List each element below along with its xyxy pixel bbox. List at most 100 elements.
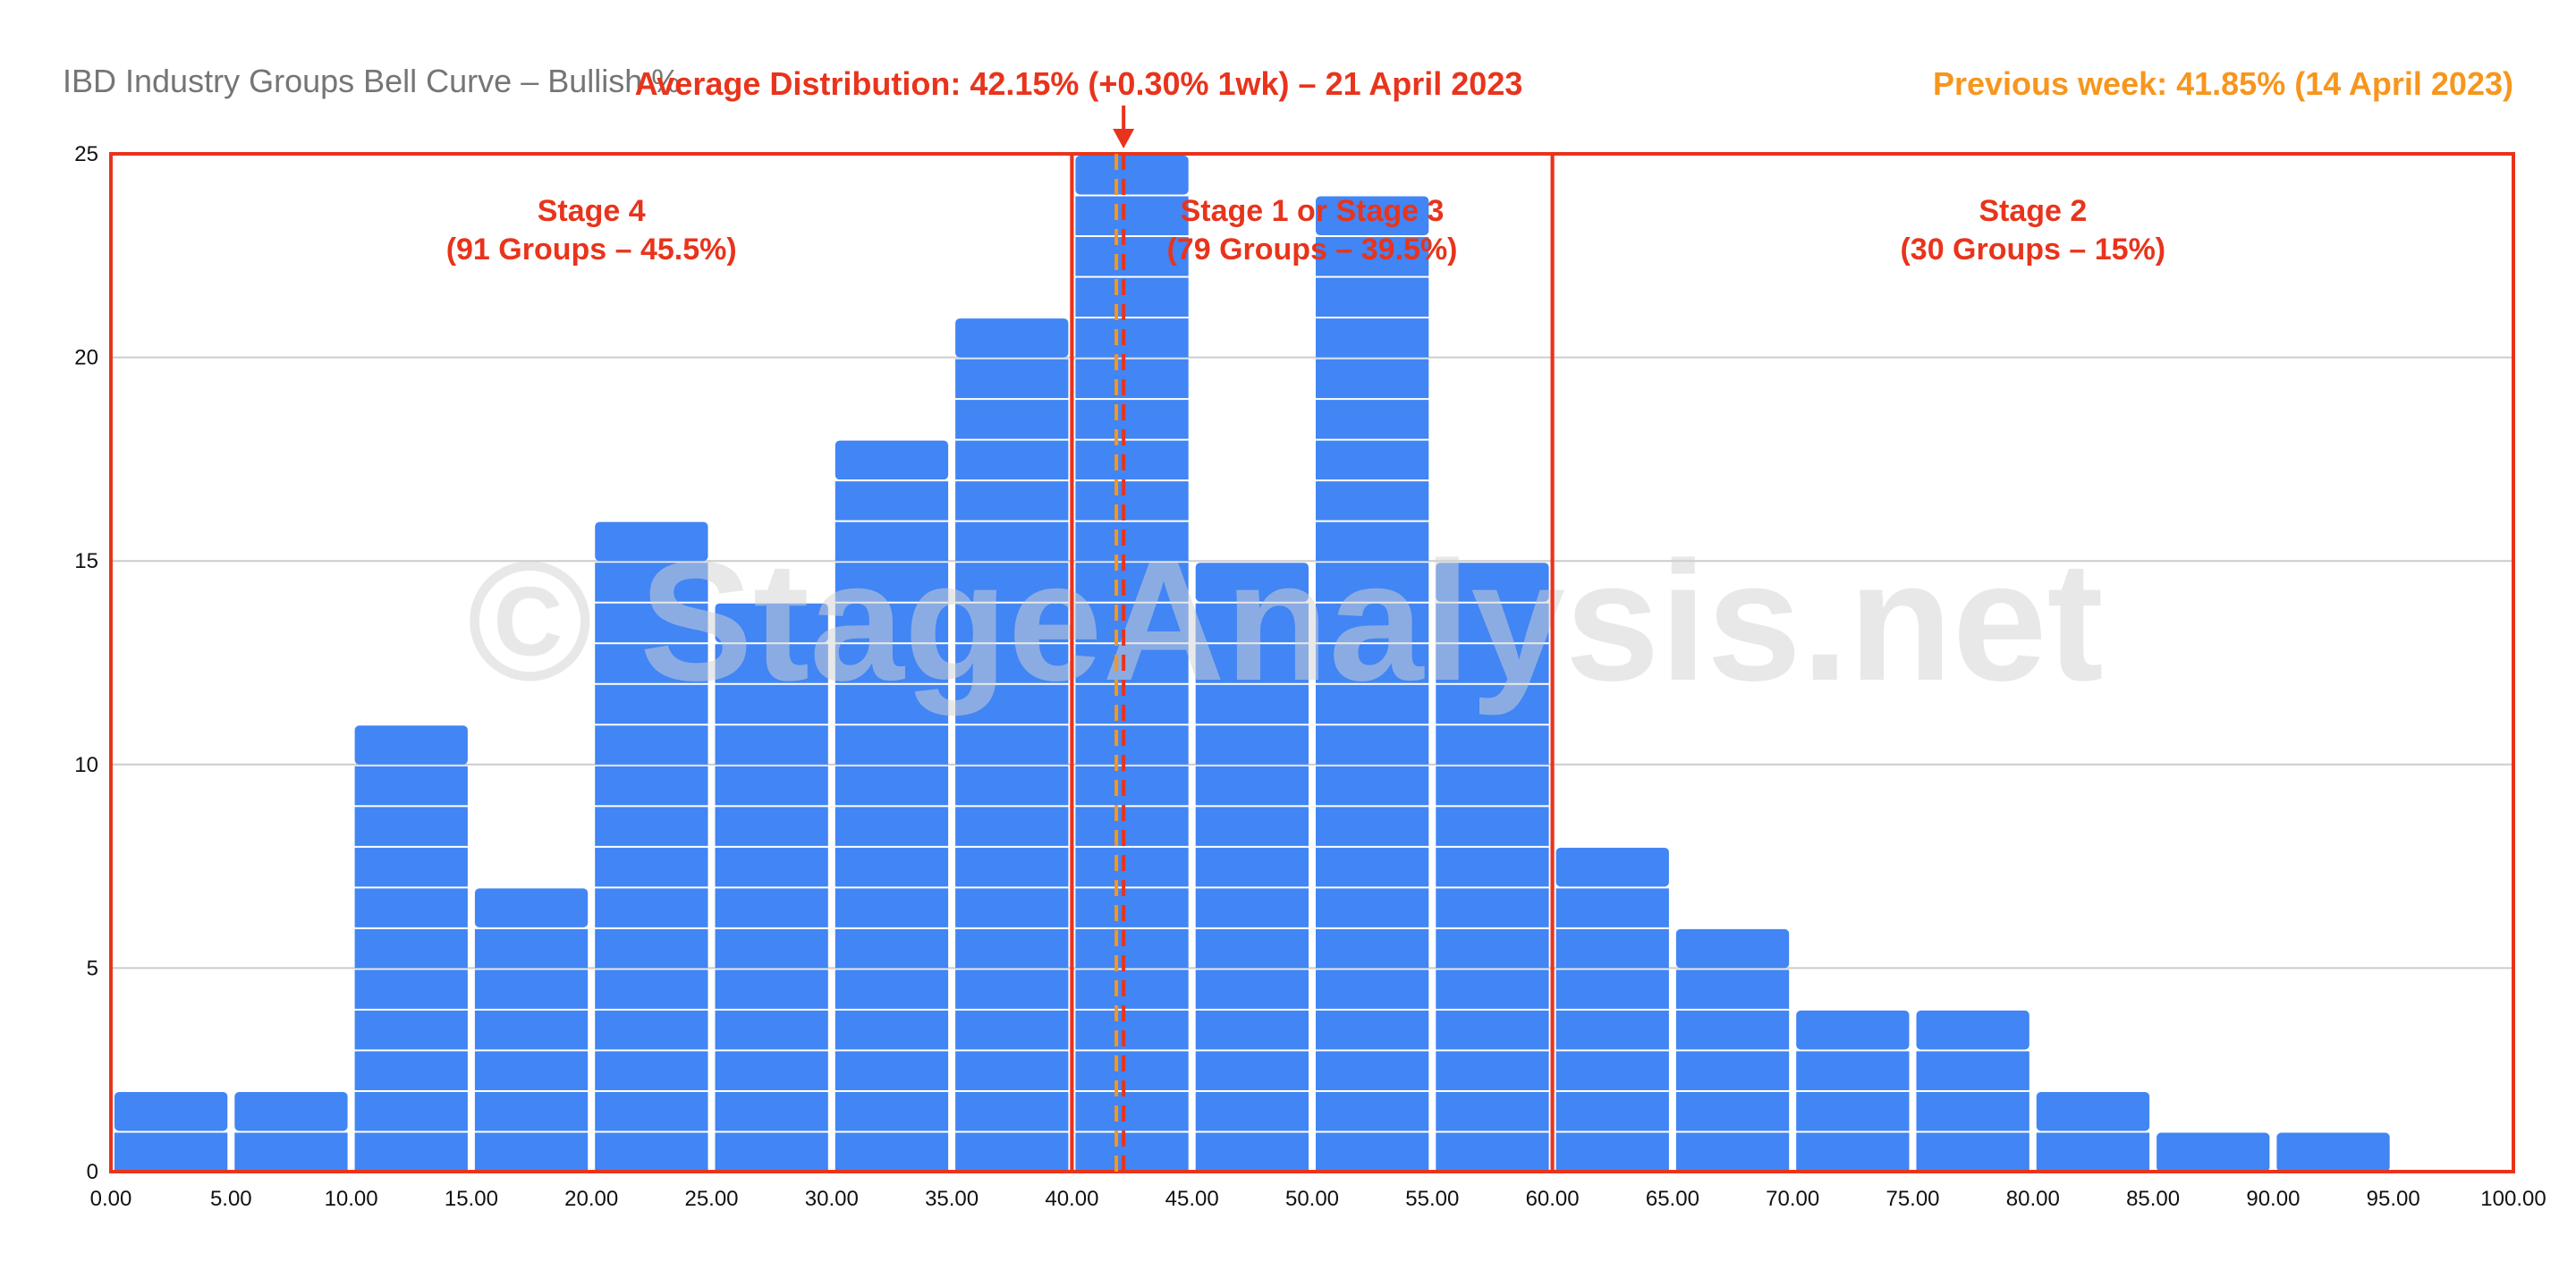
bar-unit (1075, 603, 1189, 643)
bar-unit (354, 1132, 468, 1172)
bar-unit (1195, 1051, 1309, 1090)
bar-unit (1555, 1132, 1669, 1172)
bar-unit (1075, 1091, 1189, 1131)
bar-unit (1436, 969, 1549, 1009)
bar-unit (1555, 1010, 1669, 1050)
bar-unit (1075, 725, 1189, 765)
bar-unit (1075, 1051, 1189, 1090)
bar-unit (955, 318, 1069, 358)
bar-unit (955, 400, 1069, 439)
bar-unit (474, 1091, 589, 1131)
bar-unit (1436, 847, 1549, 887)
bar-unit (1075, 359, 1189, 399)
bar-unit (354, 847, 468, 887)
bar-unit (1555, 888, 1669, 927)
bar-unit (1075, 888, 1189, 927)
bar-unit (474, 969, 589, 1009)
bar-unit (595, 644, 708, 683)
x-tick-label: 20.00 (564, 1187, 618, 1211)
bar-unit (2036, 1091, 2150, 1131)
bar-unit (1796, 1010, 1910, 1050)
bar-unit (595, 888, 708, 927)
bar-unit (1436, 1010, 1549, 1050)
bar-unit (1436, 563, 1549, 602)
bar-unit (1555, 928, 1669, 969)
bar-unit (715, 1091, 828, 1131)
y-tick-label: 0 (87, 1160, 98, 1184)
histogram-bar (2036, 1091, 2150, 1172)
bar-unit (1075, 969, 1189, 1009)
bar-unit (595, 969, 708, 1009)
chart-title: IBD Industry Groups Bell Curve – Bullish… (63, 63, 680, 99)
histogram-bar (835, 440, 949, 1172)
stage-groups: (91 Groups – 45.5%) (446, 233, 737, 267)
bar-unit (1316, 1091, 1429, 1131)
histogram-bar (955, 318, 1069, 1172)
bar-unit (955, 847, 1069, 887)
bar-unit (1195, 1010, 1309, 1050)
bar-unit (595, 766, 708, 806)
bar-unit (1316, 277, 1429, 318)
bar-unit (595, 847, 708, 887)
bar-unit (595, 807, 708, 846)
bar-unit (1316, 807, 1429, 846)
bar-unit (595, 684, 708, 724)
histogram-bar (1075, 156, 1189, 1172)
histogram-bar (1916, 1010, 2029, 1172)
histogram-bar (114, 1091, 228, 1172)
bar-unit (1316, 1051, 1429, 1090)
y-tick-label: 25 (74, 142, 98, 166)
stage-labels: Stage 4 (91 Groups – 45.5%) Stage 1 or Sta… (446, 194, 2165, 267)
bar-unit (715, 1132, 828, 1172)
histogram-bar (715, 603, 828, 1172)
stage-box (1550, 152, 2515, 1173)
bar-unit (955, 1010, 1069, 1050)
bar-unit (1555, 1051, 1669, 1090)
bar-unit (1316, 725, 1429, 765)
bar-unit (955, 359, 1069, 399)
bar-unit (715, 1051, 828, 1090)
bar-unit (955, 440, 1069, 480)
histogram-bar (1195, 563, 1309, 1172)
bar-unit (595, 521, 708, 562)
bar-unit (1316, 888, 1429, 927)
bar-unit (1075, 684, 1189, 724)
bar-unit (955, 644, 1069, 683)
bar-unit (1195, 847, 1309, 887)
bar-unit (1436, 807, 1549, 846)
bar-unit (1316, 440, 1429, 480)
bar-unit (955, 1132, 1069, 1172)
bar-unit (955, 928, 1069, 969)
bar-unit (354, 969, 468, 1009)
bar-unit (1316, 318, 1429, 358)
bar-unit (1195, 766, 1309, 806)
bar-unit (835, 603, 949, 643)
bar-unit (715, 603, 828, 643)
bar-unit (595, 1010, 708, 1050)
bar-unit (715, 807, 828, 846)
x-tick-label: 50.00 (1285, 1187, 1339, 1211)
bar-unit (1195, 725, 1309, 765)
y-tick-label: 5 (87, 956, 98, 980)
bar-unit (1316, 400, 1429, 439)
bar-unit (1675, 969, 1790, 1009)
bar-unit (1316, 1132, 1429, 1172)
bar-unit (1796, 1051, 1910, 1090)
bar-unit (1316, 603, 1429, 643)
bar-unit (1075, 928, 1189, 969)
bar-unit (354, 766, 468, 806)
bar-unit (234, 1132, 348, 1172)
x-tick-label: 80.00 (2006, 1187, 2060, 1211)
x-tick-label: 100.00 (2480, 1187, 2546, 1211)
x-tick-label: 85.00 (2126, 1187, 2180, 1211)
bar-unit (1316, 521, 1429, 562)
bar-unit (595, 725, 708, 765)
bar-unit (1075, 440, 1189, 480)
bar-unit (835, 1132, 949, 1172)
bar-unit (1436, 725, 1549, 765)
bar-unit (955, 1091, 1069, 1131)
bar-unit (474, 1132, 589, 1172)
bar-unit (1195, 1091, 1309, 1131)
histogram-bar (2276, 1132, 2390, 1172)
